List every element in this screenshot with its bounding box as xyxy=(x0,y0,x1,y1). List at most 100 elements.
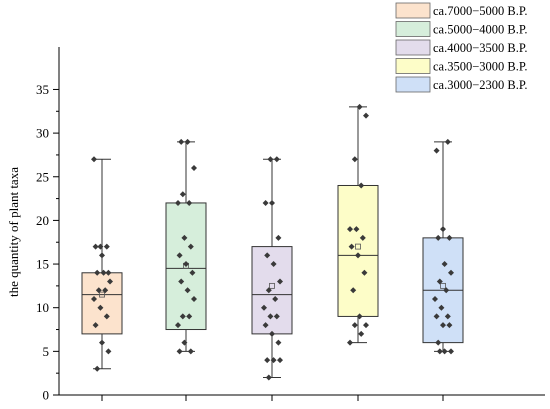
y-tick-label: 30 xyxy=(36,126,49,141)
data-point xyxy=(436,348,443,355)
data-point xyxy=(443,287,450,294)
data-point xyxy=(105,348,112,355)
data-point xyxy=(179,191,186,198)
data-point xyxy=(432,295,438,302)
data-point xyxy=(191,165,197,172)
data-point xyxy=(178,278,185,285)
data-point xyxy=(356,103,363,110)
data-point xyxy=(348,243,355,250)
legend-label: ca.7000−5000 B.P. xyxy=(433,4,528,18)
data-point xyxy=(441,348,448,355)
data-point xyxy=(355,252,361,259)
data-point xyxy=(267,156,274,163)
box-group xyxy=(422,138,464,355)
data-point xyxy=(102,287,109,294)
data-point xyxy=(178,138,185,145)
data-point xyxy=(433,313,440,320)
y-tick-label: 15 xyxy=(36,257,49,272)
data-point xyxy=(176,348,183,355)
data-point xyxy=(175,322,181,329)
y-tick-label: 20 xyxy=(36,213,49,228)
data-point xyxy=(436,278,443,285)
box-group xyxy=(81,156,123,372)
legend-swatch xyxy=(395,39,431,56)
data-point xyxy=(350,287,357,294)
data-point xyxy=(261,304,267,311)
data-point xyxy=(97,243,104,250)
data-point xyxy=(353,226,360,233)
box-iqr xyxy=(81,272,123,335)
data-point xyxy=(181,234,188,241)
mean-marker xyxy=(99,291,105,298)
box-iqr xyxy=(251,246,293,335)
data-point xyxy=(440,322,446,329)
y-tick-label: 5 xyxy=(43,344,50,359)
data-point xyxy=(358,330,365,337)
data-point xyxy=(444,138,451,145)
data-point xyxy=(176,252,183,259)
data-point xyxy=(448,348,454,355)
data-point xyxy=(94,365,101,372)
data-point xyxy=(363,112,369,119)
y-axis: 0 5 10 15 20 25 30 35 xyxy=(36,47,60,403)
data-point xyxy=(95,287,102,294)
data-point xyxy=(448,269,454,276)
data-point xyxy=(103,313,110,320)
data-point xyxy=(277,278,283,285)
data-point xyxy=(269,199,275,206)
data-point xyxy=(272,295,279,302)
box-group xyxy=(165,138,207,355)
data-point xyxy=(175,199,181,206)
box-group xyxy=(251,156,293,381)
data-point xyxy=(440,226,446,233)
data-point xyxy=(183,261,189,268)
data-point xyxy=(186,199,193,206)
mean-marker xyxy=(355,243,361,250)
data-point xyxy=(435,339,442,346)
data-point xyxy=(99,339,105,346)
data-point xyxy=(184,287,191,294)
legend: ca.7000−5000 B.P. ca.5000−4000 B.P. ca.400… xyxy=(395,2,528,93)
data-point xyxy=(269,330,275,337)
data-point xyxy=(277,357,283,364)
data-point xyxy=(187,243,194,250)
legend-swatch xyxy=(395,2,431,19)
data-point xyxy=(94,269,101,276)
data-point xyxy=(103,243,110,250)
data-point xyxy=(275,234,282,241)
data-point xyxy=(262,199,269,206)
legend-swatch xyxy=(395,21,431,37)
data-point xyxy=(363,322,369,329)
data-point xyxy=(91,295,97,302)
x-axis xyxy=(59,394,545,401)
data-point xyxy=(265,287,272,294)
legend-swatch xyxy=(395,58,431,74)
data-point xyxy=(361,269,368,276)
data-point xyxy=(265,374,272,381)
data-point xyxy=(91,156,97,163)
data-point xyxy=(179,313,186,320)
mean-marker xyxy=(269,282,275,289)
data-point xyxy=(184,138,191,145)
box-group xyxy=(337,103,379,346)
data-point xyxy=(264,252,271,259)
data-point xyxy=(438,304,445,311)
y-tick-label: 0 xyxy=(43,388,50,403)
data-point xyxy=(100,269,107,276)
data-point xyxy=(92,322,99,329)
legend-label: ca.4000−3500 B.P. xyxy=(433,41,528,55)
legend-label: ca.5000−4000 B.P. xyxy=(433,23,528,37)
data-point xyxy=(270,357,277,364)
y-tick-label: 35 xyxy=(36,82,49,97)
data-point xyxy=(107,278,113,285)
data-point xyxy=(433,147,440,154)
data-point xyxy=(446,234,453,241)
legend-swatch xyxy=(395,76,431,93)
y-axis-title: the quantity of plant taxa xyxy=(6,167,21,297)
data-point xyxy=(270,261,277,268)
data-point xyxy=(262,322,269,329)
y-tick-label: 25 xyxy=(36,169,49,184)
data-point xyxy=(351,322,358,329)
data-point xyxy=(267,313,274,320)
